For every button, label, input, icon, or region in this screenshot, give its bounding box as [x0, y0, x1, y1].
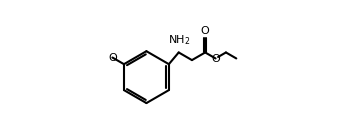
Text: O: O — [201, 26, 210, 36]
Text: O: O — [108, 53, 117, 63]
Text: NH$_2$: NH$_2$ — [168, 33, 191, 47]
Text: O: O — [212, 54, 220, 64]
